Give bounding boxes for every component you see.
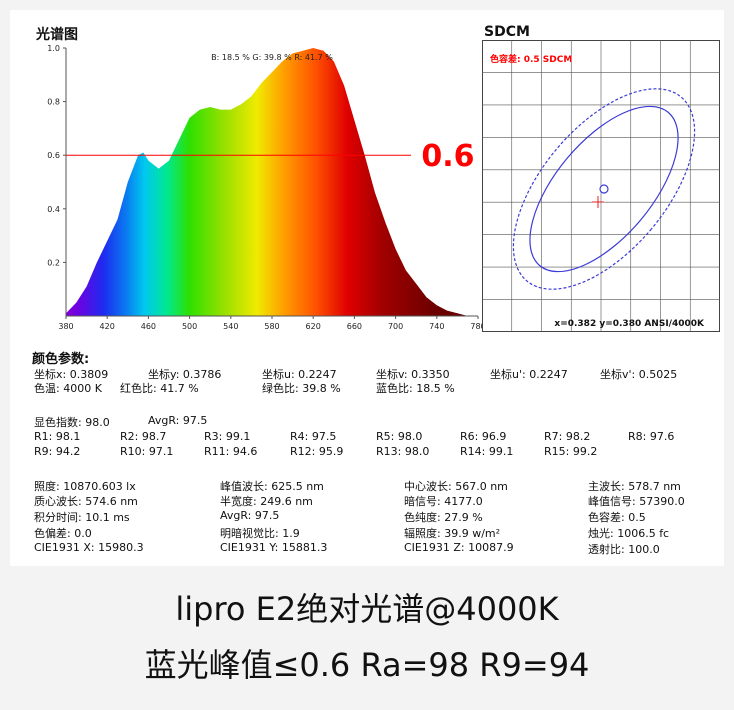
- param-value: 主波长: 578.7 nm: [588, 480, 681, 493]
- param-value: 色容差: 0.5: [588, 511, 646, 524]
- param-value: 坐标y: 0.3786: [148, 368, 222, 381]
- sdcm-inner-ellipse: [529, 105, 679, 273]
- param-value: 透射比: 100.0: [588, 543, 660, 556]
- param-value: 色纯度: 27.9 %: [404, 511, 483, 524]
- x-tick-label: 620: [306, 322, 321, 331]
- param-value: 色温: 4000 K: [34, 382, 102, 395]
- param-value: R11: 94.6: [204, 445, 258, 458]
- param-value: 峰值波长: 625.5 nm: [220, 480, 324, 493]
- param-value: R5: 98.0: [376, 430, 423, 443]
- x-tick-label: 500: [182, 322, 197, 331]
- param-value: R6: 96.9: [460, 430, 507, 443]
- param-value: 坐标x: 0.3809: [34, 368, 109, 381]
- y-tick-label: 0.8: [47, 98, 60, 107]
- param-value: 色偏差: 0.0: [34, 527, 92, 540]
- param-value: R13: 98.0: [376, 445, 430, 458]
- param-value: AvgR: 97.5: [220, 509, 280, 522]
- report-card: 光谱图 SDCM 0.2 0.4 0.6 0.8 1.0 380 420 460 500 540 5…: [10, 10, 724, 566]
- param-value: 绿色比: 39.8 %: [262, 382, 341, 395]
- spectrum-title: 光谱图: [36, 27, 78, 43]
- param-value: R12: 95.9: [290, 445, 344, 458]
- x-tick-label: 660: [347, 322, 362, 331]
- x-tick-label: 780: [470, 322, 482, 331]
- param-value: 坐标v': 0.5025: [600, 368, 678, 381]
- caption-line-2: 蓝光峰值≤0.6 Ra=98 R9=94: [144, 646, 590, 684]
- rgb-ratio-label: B: 18.5 % G: 39.8 % R: 41.7 %: [211, 53, 333, 62]
- param-value: 显色指数: 98.0: [34, 416, 110, 429]
- param-value: CIE1931 Z: 10087.9: [404, 541, 514, 554]
- x-tick-label: 460: [141, 322, 156, 331]
- sdcm-title: SDCM: [484, 24, 530, 40]
- param-value: R1: 98.1: [34, 430, 81, 443]
- sdcm-center-marker: [599, 184, 609, 194]
- param-value: 质心波长: 574.6 nm: [34, 495, 138, 508]
- param-value: 蓝色比: 18.5 %: [376, 382, 455, 395]
- param-value: 暗信号: 4177.0: [404, 495, 483, 508]
- params-title: 颜色参数:: [32, 352, 90, 367]
- x-tick-label: 580: [264, 322, 279, 331]
- param-value: R14: 99.1: [460, 445, 514, 458]
- x-tick-label: 420: [100, 322, 115, 331]
- x-tick-label: 700: [388, 322, 403, 331]
- param-value: R4: 97.5: [290, 430, 337, 443]
- sdcm-coordinate-label: x=0.382 y=0.380 ANSI/4000K: [554, 319, 705, 329]
- param-value: R8: 97.6: [628, 430, 675, 443]
- param-value: R7: 98.2: [544, 430, 591, 443]
- param-value: 烛光: 1006.5 fc: [588, 527, 670, 540]
- param-value: 坐标u: 0.2247: [262, 368, 337, 381]
- param-value: AvgR: 97.5: [148, 414, 208, 427]
- param-value: 红色比: 41.7 %: [120, 382, 199, 395]
- x-tick-label: 380: [58, 322, 73, 331]
- param-value: R3: 99.1: [204, 430, 251, 443]
- y-tick-label: 0.4: [47, 205, 60, 214]
- y-tick-label: 0.6: [47, 151, 60, 160]
- param-value: CIE1931 Y: 15881.3: [220, 541, 328, 554]
- param-value: 辐照度: 39.9 w/m²: [404, 527, 501, 540]
- param-value: 积分时间: 10.1 ms: [34, 511, 130, 524]
- param-value: R9: 94.2: [34, 445, 81, 458]
- sdcm-chart: 色容差: 0.5 SDCM x=0.382 y=0.380 ANSI/4000K: [482, 40, 720, 332]
- sdcm-outer-ellipse: [512, 88, 696, 290]
- param-value: R2: 98.7: [120, 430, 167, 443]
- sdcm-tolerance-label: 色容差: 0.5 SDCM: [490, 53, 572, 65]
- caption-line-1: lipro E2绝对光谱@4000K: [175, 590, 559, 628]
- param-value: CIE1931 X: 15980.3: [34, 541, 144, 554]
- y-tick-label: 1.0: [47, 44, 60, 53]
- param-value: 照度: 10870.603 lx: [34, 480, 136, 493]
- param-value: 坐标u': 0.2247: [490, 368, 568, 381]
- param-value: R10: 97.1: [120, 445, 174, 458]
- param-value: 中心波长: 567.0 nm: [404, 480, 508, 493]
- param-value: 坐标v: 0.3350: [376, 368, 450, 381]
- param-value: 明暗视觉比: 1.9: [220, 527, 300, 540]
- param-value: R15: 99.2: [544, 445, 598, 458]
- x-tick-label: 740: [429, 322, 444, 331]
- x-tick-label: 540: [223, 322, 238, 331]
- peak-limit-label: 0.6: [421, 139, 474, 174]
- param-value: 峰值信号: 57390.0: [588, 495, 685, 508]
- spectrum-chart: 0.2 0.4 0.6 0.8 1.0 380 420 460 500 540 580 620 660 7…: [47, 44, 482, 331]
- spectrum-area: [66, 48, 478, 316]
- y-tick-label: 0.2: [47, 258, 60, 267]
- param-value: 半宽度: 249.6 nm: [220, 495, 313, 508]
